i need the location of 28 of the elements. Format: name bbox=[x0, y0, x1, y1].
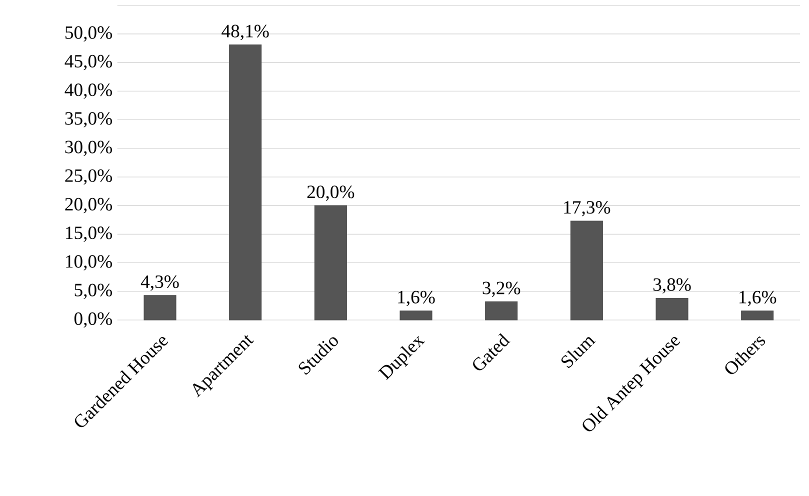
y-tick-label: 50,0% bbox=[65, 26, 112, 42]
bar bbox=[229, 44, 262, 320]
bar bbox=[741, 310, 774, 320]
data-label: 20,0% bbox=[307, 186, 354, 201]
y-tick-label: 35,0% bbox=[65, 112, 112, 128]
y-tick-label: 30,0% bbox=[65, 140, 112, 156]
data-label: 1,6% bbox=[740, 290, 776, 306]
data-label: 3,8% bbox=[653, 278, 691, 294]
data-label: 1,6% bbox=[398, 290, 435, 306]
y-tick-label: 45,0% bbox=[64, 54, 112, 70]
bar bbox=[570, 220, 603, 320]
y-tick-label: 20,0% bbox=[65, 198, 112, 214]
bar bbox=[314, 205, 347, 320]
y-tick-label: 15,0% bbox=[66, 226, 112, 242]
y-tick-label: 25,0% bbox=[65, 169, 112, 185]
bar bbox=[485, 301, 518, 320]
y-tick-label: 10,0% bbox=[66, 255, 112, 270]
y-tick-label: 40,0% bbox=[64, 84, 112, 99]
bar bbox=[400, 310, 432, 320]
data-label: 17,3% bbox=[564, 201, 610, 216]
y-tick-label: 5,0% bbox=[74, 284, 112, 300]
bar bbox=[656, 298, 688, 320]
y-tick-label: 0,0% bbox=[74, 312, 112, 328]
bar bbox=[144, 295, 176, 320]
data-label: 48,1% bbox=[222, 24, 269, 40]
data-label: 4,3% bbox=[140, 275, 179, 291]
x-tick-label: Slum bbox=[561, 337, 596, 368]
data-label: 3,2% bbox=[482, 282, 520, 297]
